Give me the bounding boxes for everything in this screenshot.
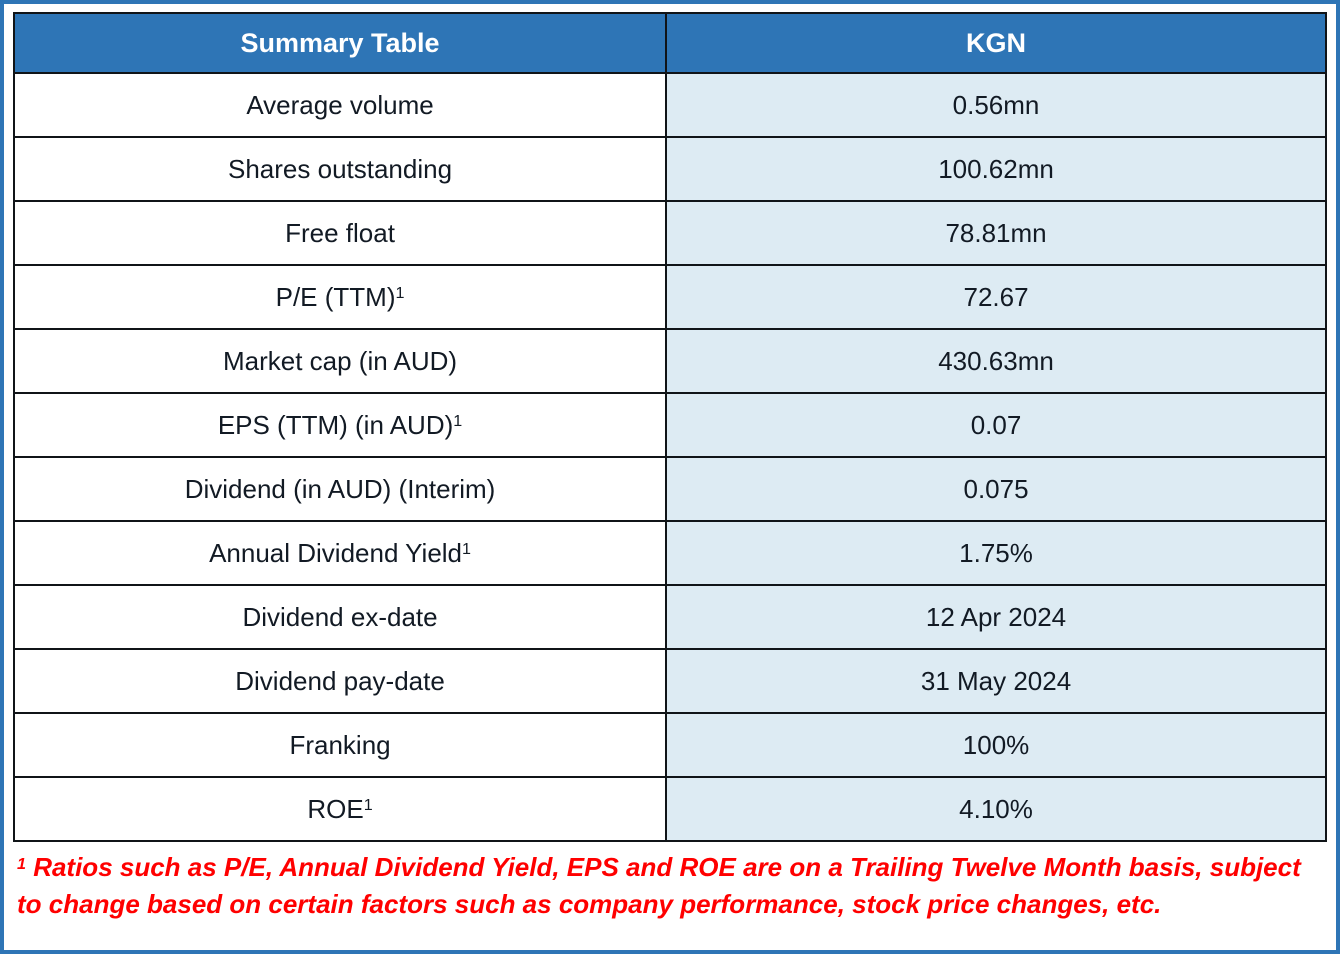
footnote-marker: 1 xyxy=(17,854,26,873)
row-label: Shares outstanding xyxy=(12,136,668,202)
table-row: Dividend (in AUD) (Interim) 0.075 xyxy=(12,456,1327,522)
table-row: Dividend pay-date 31 May 2024 xyxy=(12,648,1327,714)
row-value: 1.75% xyxy=(665,520,1327,586)
table-row: Free float 78.81mn xyxy=(12,200,1327,266)
row-label: Market cap (in AUD) xyxy=(12,328,668,394)
table-row: P/E (TTM)1 72.67 xyxy=(12,264,1327,330)
row-value: 72.67 xyxy=(665,264,1327,330)
row-label: P/E (TTM)1 xyxy=(12,264,668,330)
table-row: ROE1 4.10% xyxy=(12,776,1327,842)
row-label: Dividend pay-date xyxy=(12,648,668,714)
row-value: 0.075 xyxy=(665,456,1327,522)
row-value: 0.07 xyxy=(665,392,1327,458)
row-label: Dividend (in AUD) (Interim) xyxy=(12,456,668,522)
row-value: 31 May 2024 xyxy=(665,648,1327,714)
row-label: Free float xyxy=(12,200,668,266)
header-label-cell: Summary Table xyxy=(12,12,668,74)
row-value: 4.10% xyxy=(665,776,1327,842)
summary-table: Summary Table KGN Average volume 0.56mn … xyxy=(12,12,1327,842)
table-row: EPS (TTM) (in AUD)1 0.07 xyxy=(12,392,1327,458)
row-label: ROE1 xyxy=(12,776,668,842)
footnote-marker: 1 xyxy=(462,540,471,559)
row-value: 0.56mn xyxy=(665,72,1327,138)
table-row: Annual Dividend Yield1 1.75% xyxy=(12,520,1327,586)
row-label: Annual Dividend Yield1 xyxy=(12,520,668,586)
row-label: Franking xyxy=(12,712,668,778)
footnote-marker: 1 xyxy=(453,412,463,431)
row-value: 430.63mn xyxy=(665,328,1327,394)
table-row: Dividend ex-date 12 Apr 2024 xyxy=(12,584,1327,650)
footnote-marker: 1 xyxy=(395,284,405,303)
row-value: 100% xyxy=(665,712,1327,778)
table-header-row: Summary Table KGN xyxy=(12,12,1327,74)
row-label: Dividend ex-date xyxy=(12,584,668,650)
row-value: 78.81mn xyxy=(665,200,1327,266)
row-label: EPS (TTM) (in AUD)1 xyxy=(12,392,668,458)
table-row: Franking 100% xyxy=(12,712,1327,778)
row-label: Average volume xyxy=(12,72,668,138)
table-row: Shares outstanding 100.62mn xyxy=(12,136,1327,202)
row-value: 100.62mn xyxy=(665,136,1327,202)
footnote-marker: 1 xyxy=(363,796,373,815)
table-row: Market cap (in AUD) 430.63mn xyxy=(12,328,1327,394)
header-ticker-cell: KGN xyxy=(665,12,1327,74)
table-row: Average volume 0.56mn xyxy=(12,72,1327,138)
row-value: 12 Apr 2024 xyxy=(665,584,1327,650)
footnote-text: Ratios such as P/E, Annual Dividend Yiel… xyxy=(17,852,1301,919)
footnote: 1 Ratios such as P/E, Annual Dividend Yi… xyxy=(13,847,1327,923)
